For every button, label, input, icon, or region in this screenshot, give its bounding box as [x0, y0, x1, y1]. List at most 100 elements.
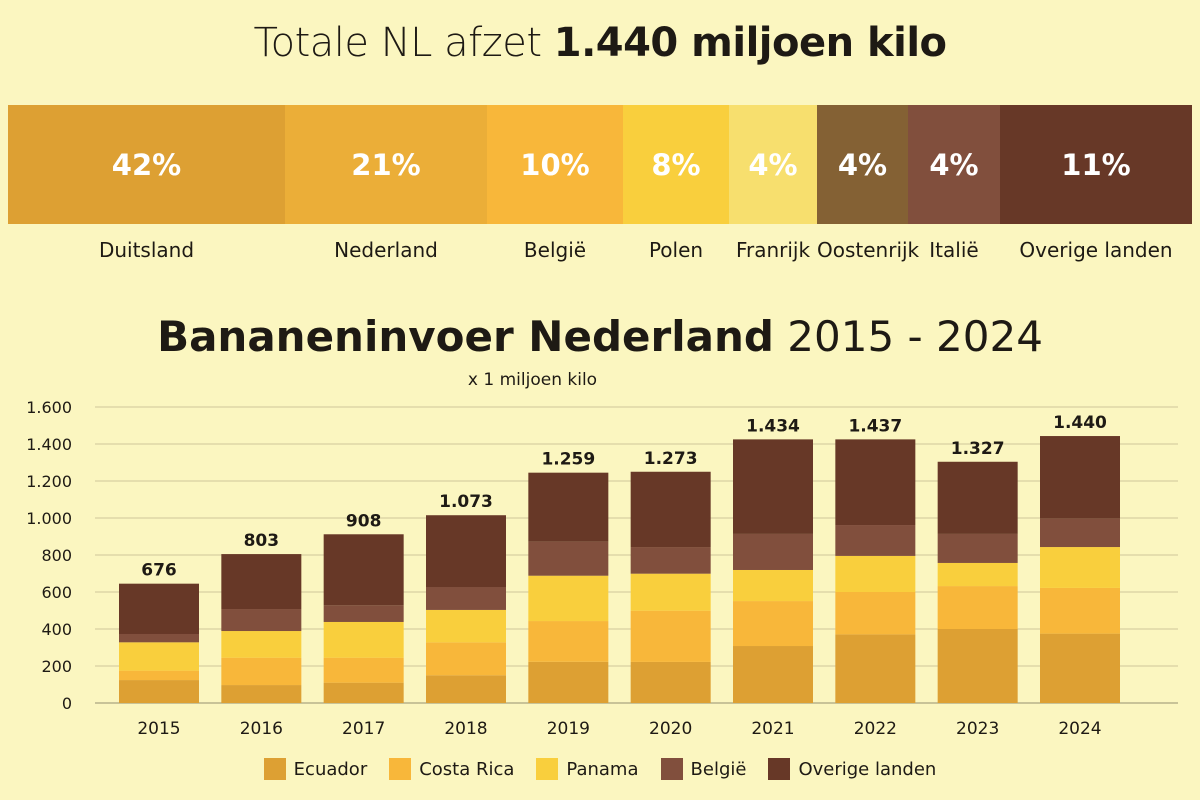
legend-swatch [660, 758, 683, 780]
bar-segment-belgië-2022 [835, 525, 916, 556]
bar-segment-panama-2021 [733, 569, 813, 602]
bar-segment-ecuador-2024 [1040, 633, 1120, 703]
share-label-5: Oostenrijk [817, 238, 920, 262]
bar-segment-ecuador-2015 [119, 680, 199, 703]
bar-segment-costa-rica-2015 [119, 670, 199, 681]
bar-segment-costa-rica-2023 [937, 586, 1018, 629]
total-label: 1.273 [644, 449, 698, 469]
chart-title-years: 2015 - 2024 [787, 312, 1043, 361]
bar-segment-ecuador-2022 [835, 634, 916, 703]
total-label: 803 [244, 531, 280, 551]
bar-segment-ecuador-2017 [323, 682, 404, 703]
legend-label: België [690, 758, 747, 780]
legend-swatch [263, 758, 286, 780]
share-label-7: Overige landen [1019, 238, 1173, 262]
legend-swatch [536, 758, 559, 780]
total-label: 676 [141, 561, 177, 581]
x-tick-label: 2022 [854, 719, 897, 739]
bar-segment-costa-rica-2021 [733, 601, 813, 647]
bar-segment-panama-2016 [221, 631, 302, 658]
bar-segment-costa-rica-2016 [221, 657, 302, 686]
legend-item: Ecuador [263, 758, 367, 780]
chart-title: Bananeninvoer Nederland 2015 - 2024 [0, 312, 1200, 361]
legend-swatch [768, 758, 791, 780]
bar-segment-belgië-2016 [221, 609, 302, 632]
x-tick-label: 2019 [547, 719, 590, 739]
y-tick-label: 1.400 [26, 435, 72, 454]
legend-item: Panama [536, 758, 639, 780]
bar-segment-costa-rica-2017 [323, 657, 404, 683]
x-tick-label: 2018 [444, 719, 487, 739]
bar-segment-overige-landen-2015 [119, 583, 199, 634]
bar-segment-costa-rica-2022 [835, 592, 916, 635]
total-label: 1.434 [746, 416, 800, 436]
bar-segment-ecuador-2018 [426, 675, 506, 703]
main-title: Totale NL afzet 1.440 miljoen kilo [0, 20, 1200, 66]
total-label: 908 [346, 511, 382, 531]
y-tick-label: 800 [41, 546, 72, 565]
x-tick-label: 2017 [342, 719, 385, 739]
bar-segment-panama-2020 [630, 573, 711, 611]
y-tick-label: 1.000 [26, 509, 72, 528]
legend-item: Costa Rica [389, 758, 514, 780]
bar-segment-overige-landen-2024 [1040, 436, 1120, 519]
bar-segment-overige-landen-2022 [835, 439, 916, 526]
share-segment-2: 10% [487, 105, 623, 224]
bar-segment-overige-landen-2021 [733, 439, 813, 534]
bar-segment-belgië-2015 [119, 633, 199, 643]
share-segment-0: 42% [8, 105, 285, 224]
bar-segment-ecuador-2021 [733, 646, 813, 703]
x-tick-label: 2021 [751, 719, 794, 739]
bar-segment-costa-rica-2024 [1040, 587, 1120, 634]
x-tick-label: 2016 [240, 719, 283, 739]
bar-segment-ecuador-2023 [937, 629, 1018, 703]
legend-label: Costa Rica [419, 758, 515, 780]
share-label-1: Nederland [334, 238, 438, 262]
share-bar: 42% 21% 10% 8% 4% 4% 4% 11% [8, 105, 1192, 224]
y-tick-label: 0 [62, 694, 72, 713]
share-label-0: Duitsland [98, 238, 195, 262]
bar-segment-belgië-2024 [1040, 518, 1120, 548]
share-labels: Duitsland Nederland België Polen Franrijk Oos… [8, 238, 1192, 262]
bar-segment-costa-rica-2018 [426, 642, 506, 676]
bar-segment-panama-2022 [835, 555, 916, 592]
bar-segment-panama-2017 [323, 621, 404, 658]
total-label: 1.073 [439, 492, 493, 512]
bar-segment-belgië-2018 [426, 587, 506, 610]
chart-title-bold: Bananeninvoer Nederland [157, 312, 774, 361]
y-tick-label: 400 [41, 620, 72, 639]
share-label-6: Italië [929, 238, 979, 262]
y-tick-label: 1.200 [26, 472, 72, 491]
bar-segment-belgië-2023 [937, 533, 1018, 563]
bar-segment-overige-landen-2020 [630, 471, 711, 548]
bar-segment-belgië-2021 [733, 533, 813, 570]
bar-segment-overige-landen-2019 [528, 472, 609, 542]
share-label-4: Franrijk [735, 238, 811, 262]
share-label-2: België [523, 238, 587, 262]
share-segment-4: 4% [729, 105, 817, 224]
bar-segment-panama-2019 [528, 575, 609, 622]
share-label-3: Polen [648, 238, 704, 262]
bar-segment-ecuador-2020 [630, 661, 711, 703]
share-segment-7: 11% [1000, 105, 1192, 224]
x-tick-label: 2015 [137, 719, 180, 739]
y-tick-label: 1.600 [26, 398, 72, 417]
total-label: 1.440 [1053, 413, 1107, 433]
bar-segment-overige-landen-2016 [221, 554, 302, 610]
bar-segment-costa-rica-2019 [528, 621, 609, 662]
bar-segment-ecuador-2019 [528, 661, 609, 703]
share-segment-6: 4% [908, 105, 1000, 224]
legend-item: Overige landen [768, 758, 936, 780]
bar-segment-belgië-2020 [630, 547, 711, 574]
bar-segment-overige-landen-2017 [323, 534, 404, 606]
total-label: 1.437 [848, 416, 902, 436]
bar-segment-panama-2024 [1040, 547, 1120, 588]
bar-segment-panama-2015 [119, 642, 199, 671]
bar-segment-panama-2018 [426, 609, 506, 643]
y-tick-label: 200 [41, 657, 72, 676]
title-prefix: Totale NL afzet [253, 20, 542, 66]
legend-item: België [660, 758, 747, 780]
bar-segment-overige-landen-2018 [426, 515, 506, 588]
total-label: 1.327 [951, 439, 1005, 459]
